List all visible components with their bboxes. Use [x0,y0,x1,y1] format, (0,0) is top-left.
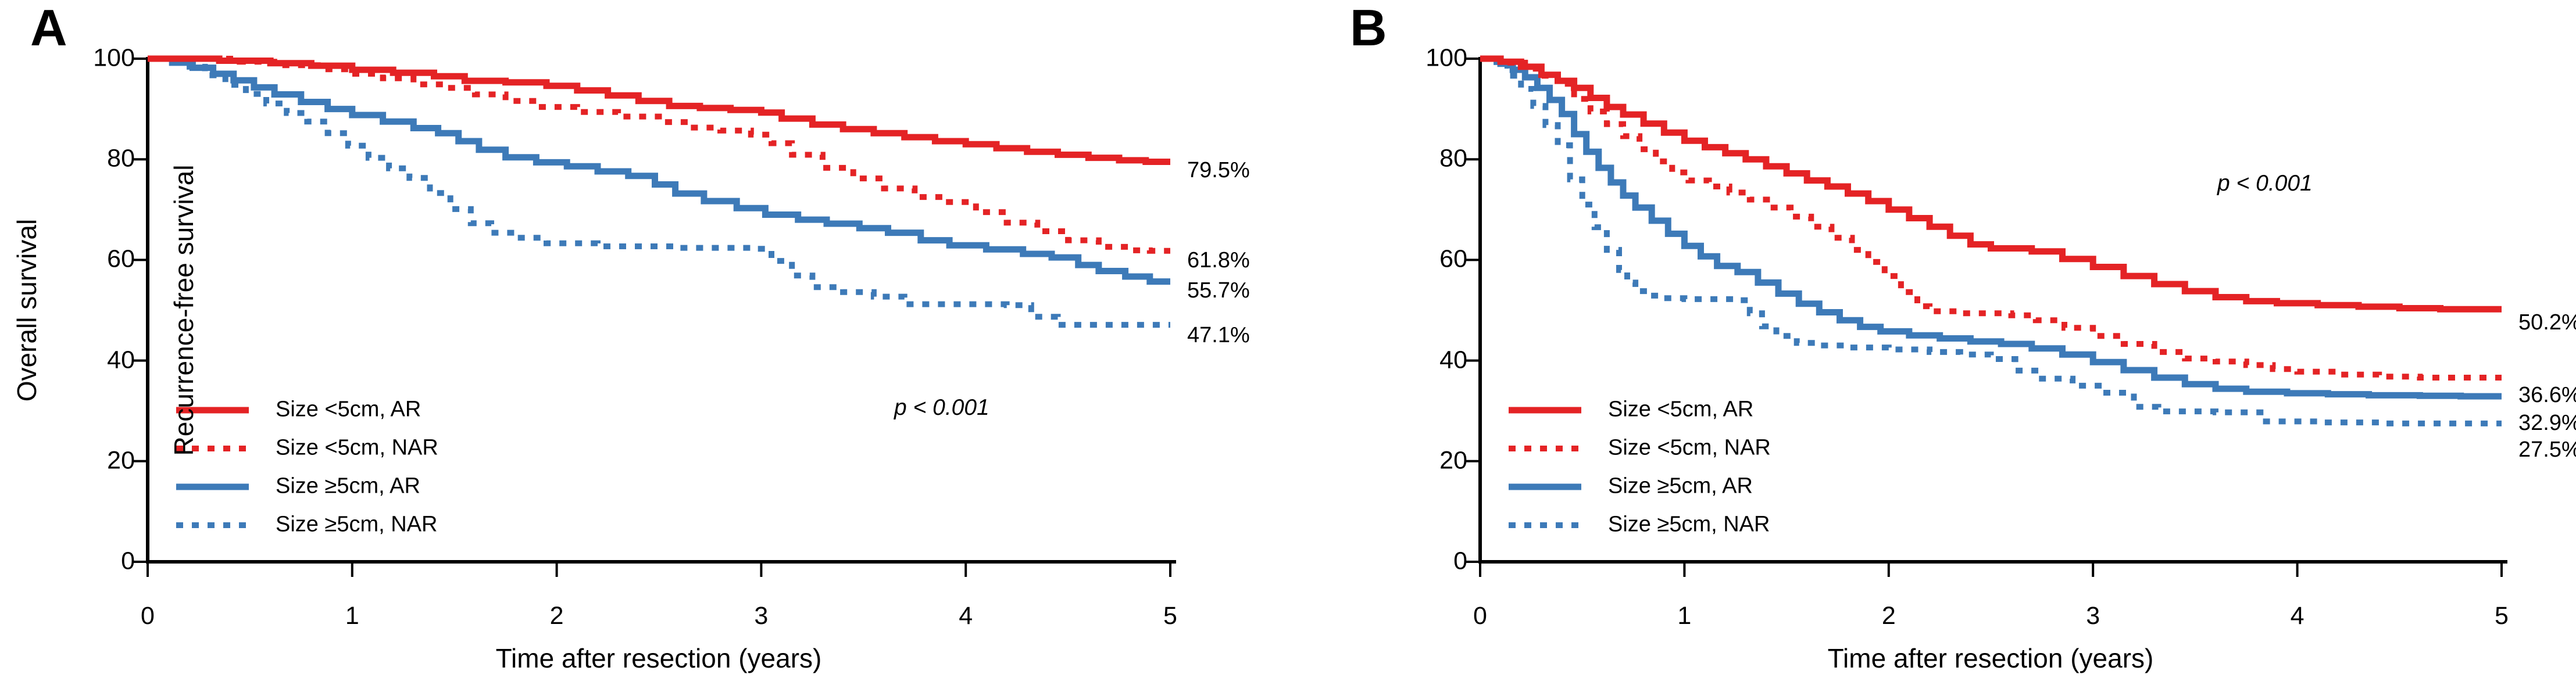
panel-b-curve-size-ge5cm-ar [1480,55,2502,400]
panel-a-letter: A [30,0,67,56]
panel-a-xtick-label-2: 2 [549,602,564,630]
panel-b-end-label-size-ge5cm-nar: 27.5% [2518,437,2576,462]
panel-b-end-label-size-ge5cm-ar: 32.9% [2518,411,2576,435]
panel-a-ytick-label-0: 0 [121,547,135,575]
panel-a-ytick-label-20: 20 [107,446,135,475]
panel-a-xtick-label-1: 1 [345,602,359,630]
panel-b-xtick-label-5: 5 [2495,602,2509,630]
panel-b-xtick-label-2: 2 [1881,602,1896,630]
panel-a-curve-size-ge5cm-ar [148,55,1170,285]
panel-a-xtick-label-0: 0 [141,602,155,630]
panel-b-x-axis-title: Time after resection (years) [1827,643,2154,673]
panel-a-xtick-label-3: 3 [754,602,769,630]
panel-b-end-label-size-lt5cm-ar: 50.2% [2518,310,2576,335]
panel-a-end-label-size-lt5cm-nar: 61.8% [1187,248,1250,272]
panel-b-xtick-label-4: 4 [2290,602,2305,630]
panel-a-legend-label-size-ge5cm-nar: Size ≥5cm, NAR [276,512,438,537]
panel-a-legend-label-size-ge5cm-ar: Size ≥5cm, AR [276,473,420,498]
panel-a-legend-label-size-lt5cm-nar: Size <5cm, NAR [276,435,438,460]
panel-b-curve-size-lt5cm-nar [1480,56,2502,381]
panel-a-legend-label-size-lt5cm-ar: Size <5cm, AR [276,397,421,422]
panel-b-ytick-label-60: 60 [1439,245,1467,273]
panel-a-curve-size-lt5cm-ar [148,55,1170,165]
panel-b-letter: B [1350,0,1387,56]
panel-a-end-label-size-ge5cm-nar: 47.1% [1187,323,1250,347]
panel-a-xtick-label-4: 4 [959,602,973,630]
panel-a-xtick-label-5: 5 [1163,602,1177,630]
panel-b-y-axis-title: Recurrence-free survival [169,164,199,456]
panel-a-ytick-label-60: 60 [107,245,135,273]
panel-b-xtick-label-0: 0 [1473,602,1487,630]
panel-b-ytick-label-100: 100 [1425,44,1467,72]
panel-b-legend-label-size-ge5cm-nar: Size ≥5cm, NAR [1608,512,1770,537]
panel-a-ytick-label-80: 80 [107,144,135,173]
panel-a-ytick-label-40: 40 [107,346,135,374]
panel-b-ytick-label-0: 0 [1453,547,1467,575]
panel-a-end-label-size-lt5cm-ar: 79.5% [1187,158,1250,182]
panel-b-p-value: p < 0.001 [2217,171,2313,196]
panel-b-curve-size-lt5cm-ar [1480,55,2502,313]
panel-b-legend-label-size-ge5cm-ar: Size ≥5cm, AR [1608,473,1753,498]
panel-b-legend-label-size-lt5cm-ar: Size <5cm, AR [1608,397,1754,422]
panel-a-p-value: p < 0.001 [894,395,989,420]
panel-b-end-label-size-lt5cm-nar: 36.6% [2518,383,2576,407]
panel-b-xtick-label-1: 1 [1677,602,1692,630]
panel-b-legend-label-size-lt5cm-nar: Size <5cm, NAR [1608,435,1771,460]
panel-a-ytick-label-100: 100 [93,44,135,72]
panel-b-ytick-label-80: 80 [1439,144,1467,173]
panel-a-end-label-size-ge5cm-ar: 55.7% [1187,278,1250,303]
panel-b-xtick-label-3: 3 [2086,602,2100,630]
panel-a-y-axis-title: Overall survival [12,218,42,402]
panel-b-ytick-label-20: 20 [1439,446,1467,475]
panel-a-curve-size-lt5cm-nar [148,56,1170,254]
panel-b-ytick-label-40: 40 [1439,346,1467,374]
panel-a-x-axis-title: Time after resection (years) [495,643,822,673]
